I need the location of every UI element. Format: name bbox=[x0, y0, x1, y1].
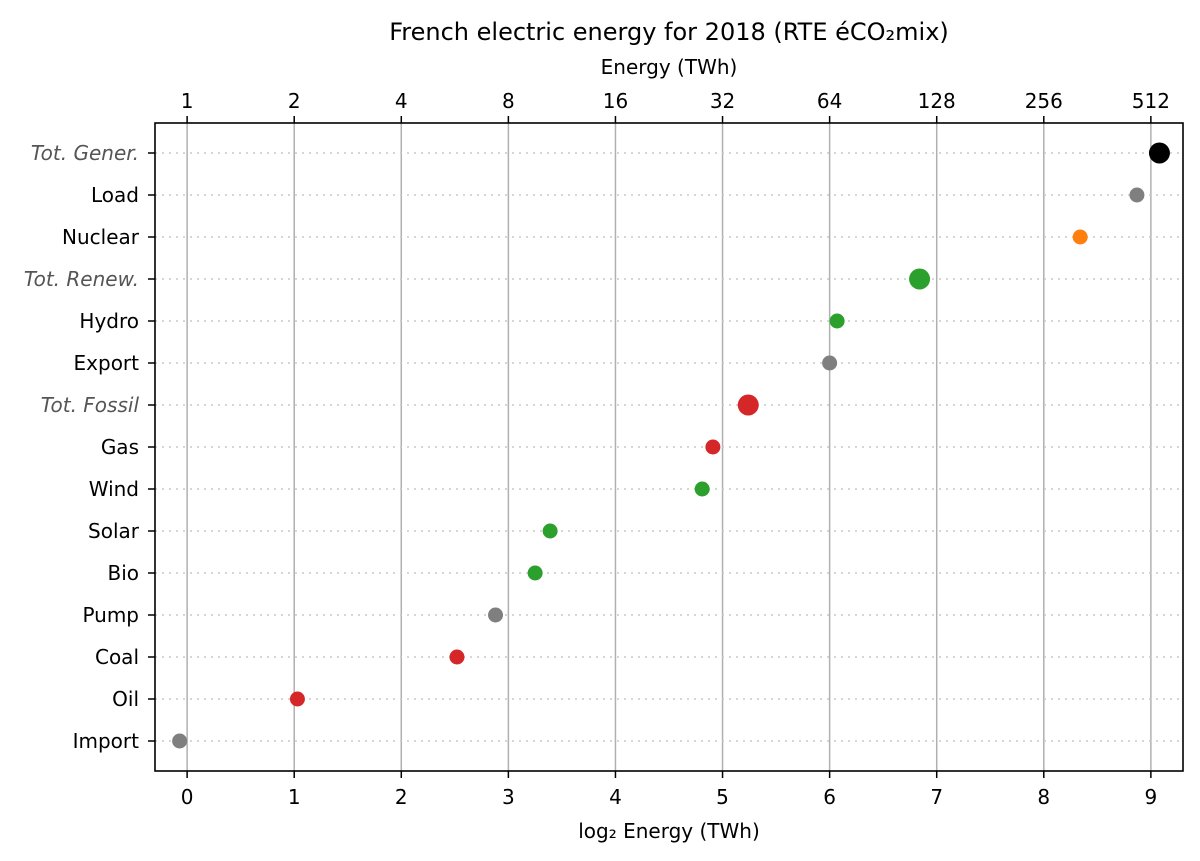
top-x-tick-label: 512 bbox=[1132, 89, 1170, 113]
plot-frame bbox=[154, 122, 1184, 772]
ticks: 0 1 1 2 2 4 3 8 4 16 5 32 6 64 7 128 8 256 9 512 Tot. Gener.… bbox=[24, 89, 1170, 809]
data-point-gas bbox=[705, 439, 721, 455]
bottom-x-tick-label: 1 bbox=[288, 785, 301, 809]
top-x-tick-label: 4 bbox=[395, 89, 408, 113]
top-x-axis-label: Energy (TWh) bbox=[601, 55, 738, 79]
bottom-x-tick-label: 3 bbox=[502, 785, 515, 809]
data-point-bio bbox=[527, 565, 543, 581]
top-x-tick-label: 32 bbox=[710, 89, 735, 113]
top-x-tick-label: 8 bbox=[502, 89, 515, 113]
y-tick-label: Hydro bbox=[79, 309, 139, 333]
bottom-x-tick-label: 2 bbox=[395, 785, 408, 809]
bottom-x-tick-label: 9 bbox=[1145, 785, 1158, 809]
y-tick-label: Solar bbox=[88, 519, 140, 543]
grid bbox=[155, 123, 1183, 771]
top-x-tick-label: 64 bbox=[817, 89, 842, 113]
top-x-tick-label: 256 bbox=[1025, 89, 1063, 113]
bottom-x-tick-label: 7 bbox=[930, 785, 943, 809]
data-point-pump bbox=[488, 607, 504, 623]
data-point-import bbox=[172, 733, 188, 749]
bottom-x-tick-label: 5 bbox=[716, 785, 729, 809]
data-point-hydro bbox=[829, 313, 845, 329]
y-tick-label: Wind bbox=[89, 477, 139, 501]
chart-title: French electric energy for 2018 (RTE éCO… bbox=[389, 18, 949, 46]
x-axis-label: log₂ Energy (TWh) bbox=[578, 819, 760, 843]
y-tick-label: Export bbox=[74, 351, 140, 375]
data-point-oil bbox=[289, 691, 305, 707]
data-point-nuclear bbox=[1072, 229, 1088, 245]
top-x-tick-label: 128 bbox=[918, 89, 956, 113]
y-tick-label: Gas bbox=[101, 435, 139, 459]
data-point-solar bbox=[542, 523, 558, 539]
y-tick-label: Pump bbox=[82, 603, 139, 627]
y-tick-label: Coal bbox=[95, 645, 139, 669]
data-point-tot-gener bbox=[1148, 142, 1170, 164]
y-tick-label: Oil bbox=[112, 687, 139, 711]
top-x-tick-label: 1 bbox=[181, 89, 194, 113]
bottom-x-tick-label: 0 bbox=[181, 785, 194, 809]
y-tick-label: Bio bbox=[107, 561, 139, 585]
y-tick-label: Nuclear bbox=[62, 225, 140, 249]
top-x-tick-label: 16 bbox=[603, 89, 628, 113]
y-tick-label: Tot. Fossil bbox=[41, 393, 140, 417]
data-points bbox=[172, 142, 1170, 749]
bottom-x-tick-label: 8 bbox=[1037, 785, 1050, 809]
y-tick-label: Import bbox=[73, 729, 140, 753]
data-point-tot-fossil bbox=[737, 394, 759, 416]
y-tick-label: Tot. Gener. bbox=[31, 141, 139, 165]
y-tick-label: Load bbox=[91, 183, 139, 207]
data-point-export bbox=[822, 355, 838, 371]
data-point-wind bbox=[694, 481, 710, 497]
bottom-x-tick-label: 4 bbox=[609, 785, 622, 809]
data-point-load bbox=[1129, 187, 1145, 203]
data-point-tot-renew bbox=[909, 268, 931, 290]
top-x-tick-label: 2 bbox=[288, 89, 301, 113]
y-tick-label: Tot. Renew. bbox=[24, 267, 139, 291]
data-point-coal bbox=[449, 649, 465, 665]
bottom-x-tick-label: 6 bbox=[823, 785, 836, 809]
